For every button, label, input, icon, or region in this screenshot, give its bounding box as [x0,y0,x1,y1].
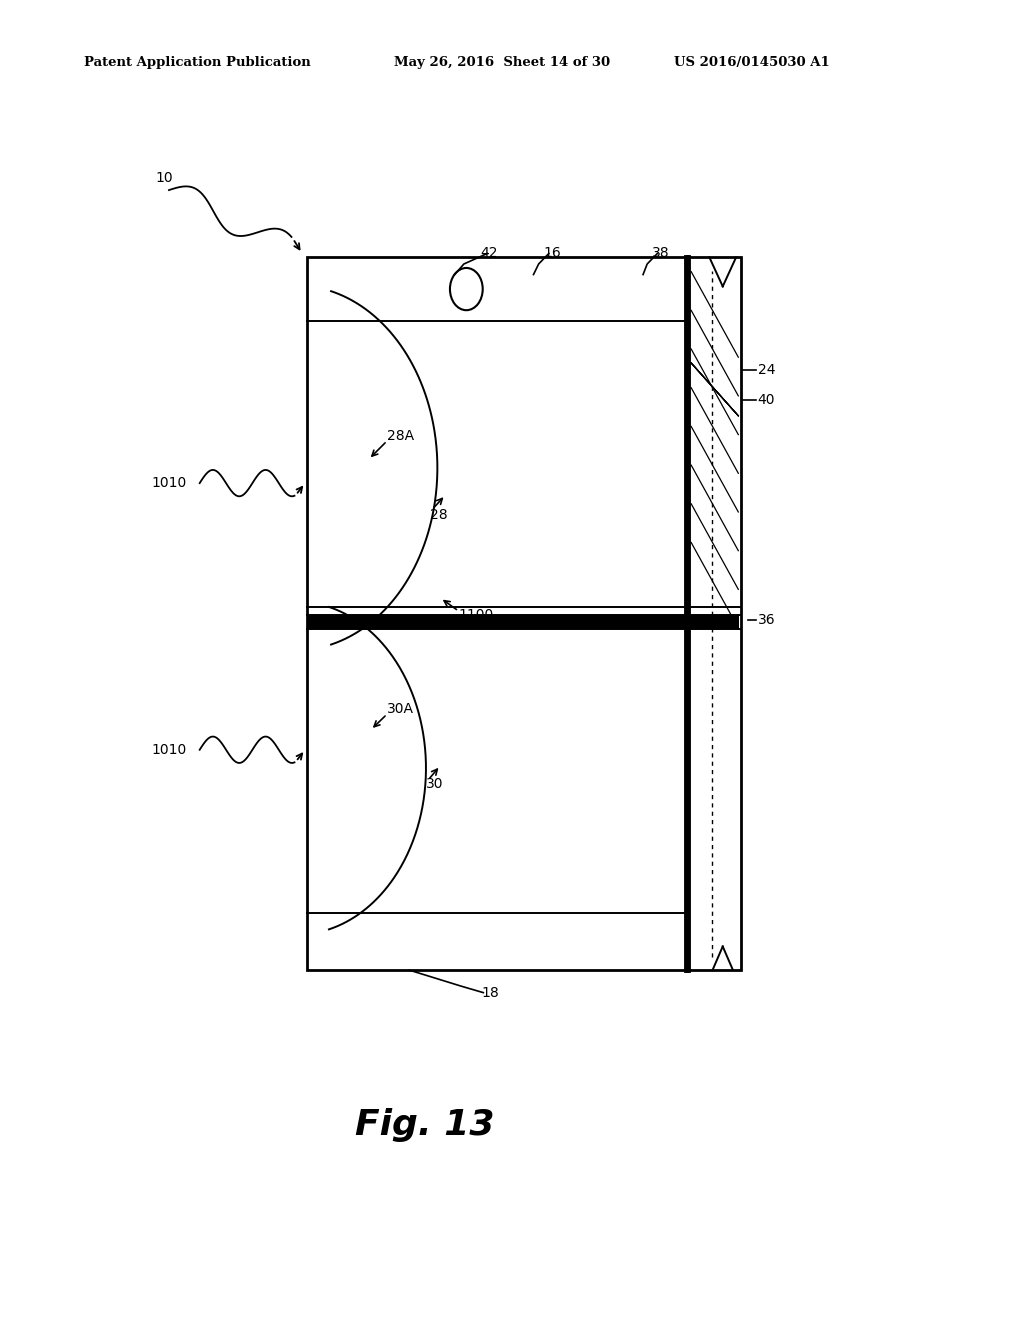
Text: Fig. 13: Fig. 13 [355,1107,495,1142]
Text: 1010: 1010 [152,743,186,756]
Text: 36: 36 [758,614,775,627]
Text: US 2016/0145030 A1: US 2016/0145030 A1 [674,55,829,69]
Text: 1010: 1010 [152,477,186,490]
Text: 28: 28 [430,508,447,521]
Text: 38: 38 [652,247,670,260]
Text: 28A: 28A [387,429,414,442]
Text: May 26, 2016  Sheet 14 of 30: May 26, 2016 Sheet 14 of 30 [394,55,610,69]
Text: 24: 24 [758,363,775,376]
Bar [307,257,686,970]
Text: 16: 16 [544,247,561,260]
Text: 42: 42 [480,247,498,260]
Text: Patent Application Publication: Patent Application Publication [84,55,310,69]
Text: 18: 18 [481,986,499,999]
Text: 30A: 30A [387,702,414,715]
Text: 10: 10 [156,172,173,185]
Text: 30: 30 [426,777,443,791]
Bar [688,257,741,970]
Text: 40: 40 [758,393,775,407]
Bar [307,615,739,630]
Text: 1100: 1100 [459,609,494,622]
